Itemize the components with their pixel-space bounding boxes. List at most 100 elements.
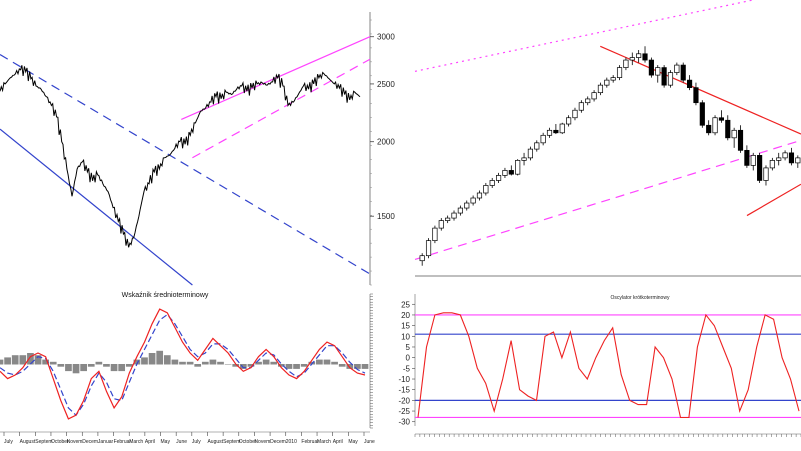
left-osc-histogram-bar — [34, 355, 42, 365]
candle-body — [559, 123, 565, 134]
right-trend-line — [746, 183, 801, 217]
left-osc-histogram-bar — [163, 355, 171, 365]
right-osc-tick-label: 5 — [406, 343, 411, 352]
candle-body — [502, 170, 508, 176]
left-osc-x-tick-label: March — [317, 439, 331, 445]
left-osc-x-tick-label: May — [348, 439, 358, 445]
left-osc-histogram-bar — [27, 353, 34, 365]
left-osc-histogram-bar — [57, 364, 65, 367]
candle-body — [597, 84, 604, 94]
left-trend-line — [192, 58, 371, 159]
candle-body — [795, 157, 801, 164]
left-osc-histogram-bar — [72, 364, 80, 374]
candle-body — [661, 67, 667, 86]
left-osc-histogram-bar — [331, 361, 338, 365]
candle-body — [445, 217, 451, 221]
left-osc-histogram-bar — [224, 364, 232, 365]
candle-body — [521, 157, 527, 161]
candle-body — [699, 102, 705, 126]
left-osc-x-tick-label: Februar — [301, 439, 319, 445]
candle-body — [553, 129, 559, 134]
candle-body — [508, 170, 514, 175]
candle-body — [757, 155, 763, 181]
left-osc-x-tick-label: April — [333, 439, 343, 445]
left-price-tick-label: 2000 — [377, 138, 395, 147]
left-osc-x-tick-label: October — [239, 439, 257, 445]
candle-body — [470, 197, 476, 204]
left-trend-line — [0, 54, 371, 275]
left-osc-histogram-bar — [338, 364, 346, 367]
left-osc-histogram-bar — [316, 359, 323, 365]
left-osc-histogram-bar — [194, 364, 202, 367]
left-osc-histogram-bar — [125, 364, 133, 367]
candle-body — [496, 175, 502, 181]
left-osc-histogram-bar — [65, 364, 72, 372]
left-osc-histogram-bar — [323, 359, 331, 365]
left-osc-x-tick-label: October — [51, 439, 69, 445]
left-osc-histogram-bar — [262, 359, 270, 365]
left-oscillator-panel: Wskaźnik średnioterminowy July August Sept… — [0, 292, 375, 445]
left-price-tick-label: 2500 — [377, 80, 395, 89]
right-trend-line — [600, 45, 801, 135]
candle-body — [546, 129, 553, 136]
left-osc-histogram-bar — [110, 364, 118, 372]
candle-body — [419, 255, 425, 262]
right-trend-line — [414, 139, 801, 261]
candle-body — [616, 67, 623, 78]
candle-body — [566, 117, 572, 125]
left-osc-x-tick-label: June — [176, 439, 187, 445]
left-osc-histogram-bar — [95, 361, 103, 365]
left-osc-x-tick-label: Decem — [270, 439, 286, 445]
candle-body — [788, 152, 795, 164]
left-osc-x-tick-label: Januar — [98, 439, 114, 445]
left-osc-histogram-bar — [354, 364, 361, 369]
left-osc-x-tick-label: Novem — [67, 439, 83, 445]
candle-body — [515, 160, 521, 175]
left-osc-histogram-bar — [285, 364, 293, 369]
candle-body — [680, 64, 686, 81]
candle-body — [744, 150, 750, 166]
left-osc-histogram-bar — [4, 357, 11, 365]
left-osc-histogram-bar — [255, 361, 262, 365]
left-osc-x-tick-label: Septem — [223, 439, 240, 445]
candle-body — [432, 227, 438, 241]
right-osc-tick-label: -20 — [398, 396, 410, 405]
candle-body — [674, 64, 680, 73]
left-osc-histogram-bar — [103, 364, 110, 367]
left-osc-histogram-bar — [19, 355, 27, 365]
candle-body — [483, 185, 489, 194]
left-osc-x-tick-label: Septem — [35, 439, 52, 445]
candle-body — [642, 53, 648, 61]
left-osc-histogram-bar — [179, 361, 186, 365]
candle-body — [629, 57, 635, 61]
candle-body — [737, 129, 744, 151]
left-osc-histogram-bar — [239, 364, 247, 369]
right-osc-tick-label: -10 — [398, 375, 410, 384]
right-osc-tick-label: -15 — [398, 386, 410, 395]
left-osc-x-tick-label: May — [161, 439, 171, 445]
candle-body — [706, 124, 712, 134]
candle-body — [489, 180, 495, 186]
candle-body — [540, 134, 546, 144]
candle-body — [769, 160, 775, 169]
candle-body — [776, 157, 782, 161]
left-osc-x-tick-label: June — [364, 439, 375, 445]
candle-body — [782, 152, 788, 159]
left-osc-histogram-bar — [133, 359, 141, 365]
candle-body — [667, 72, 674, 86]
left-osc-histogram-bar — [300, 364, 308, 367]
left-osc-histogram-bar — [293, 364, 300, 369]
left-oscillator-title: Wskaźnik średnioterminowy — [122, 292, 209, 299]
left-osc-histogram-bar — [148, 353, 156, 365]
candle-body — [457, 207, 463, 214]
right-osc-tick-label: -30 — [398, 418, 410, 427]
left-osc-histogram-bar — [118, 364, 126, 372]
candle-body — [750, 155, 756, 166]
candle-body — [712, 117, 718, 134]
left-osc-histogram-bar — [186, 361, 194, 365]
left-osc-histogram-bar — [209, 359, 217, 365]
right-oscillator-title: Oscylator krótkoterminowy — [611, 295, 670, 301]
right-osc-tick-label: 15 — [401, 322, 410, 331]
